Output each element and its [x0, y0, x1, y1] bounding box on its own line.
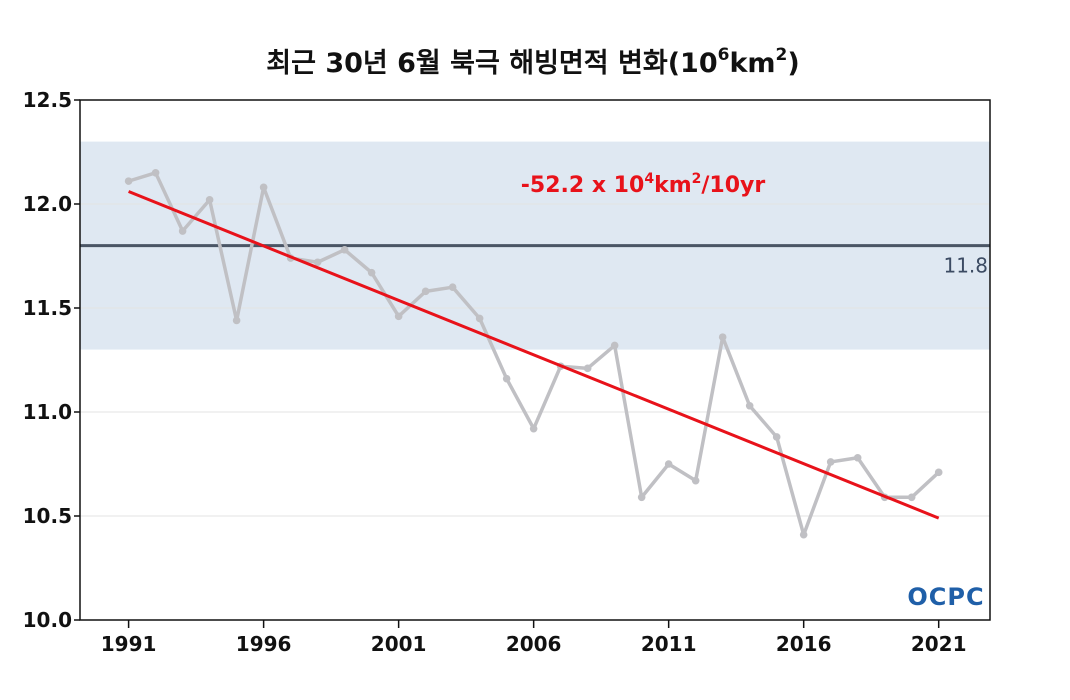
trend-line	[128, 190, 940, 520]
y-axis: 10.0 10.5 11.0 11.5 12.0 12.5	[23, 88, 80, 632]
data-point	[205, 196, 214, 204]
data-point	[178, 227, 187, 235]
y-tick-label: 11.5	[23, 296, 72, 320]
x-tick-label: 1996	[236, 632, 292, 656]
data-point	[907, 493, 916, 502]
data-point	[826, 458, 835, 466]
data-point	[475, 314, 484, 323]
x-tick-label: 2011	[641, 632, 697, 656]
x-tick-label: 1991	[101, 632, 157, 656]
data-point	[772, 433, 781, 441]
data-point	[745, 401, 754, 410]
data-point	[637, 493, 646, 502]
data-point	[421, 287, 430, 296]
data-point	[313, 258, 322, 267]
data-point	[259, 183, 268, 192]
data-point	[502, 374, 511, 383]
y-tick-label: 12.0	[23, 192, 72, 216]
ocpc-logo: OCPC	[907, 583, 984, 611]
x-tick-label: 2021	[911, 632, 967, 656]
data-point	[610, 341, 619, 350]
data-point	[799, 530, 808, 539]
x-tick-label: 2006	[506, 632, 562, 656]
y-tick-label: 10.0	[23, 608, 72, 632]
trend-label: -52.2 x 104km2/10yr	[521, 171, 766, 198]
data-point	[529, 424, 538, 433]
data-point	[664, 460, 673, 468]
x-axis: 1991 1996 2001 2006 2011 2016 2021	[101, 620, 967, 656]
x-tick-label: 2001	[371, 632, 427, 656]
data-point	[394, 312, 403, 321]
data-point	[718, 333, 727, 341]
data-point	[340, 245, 349, 254]
data-point	[448, 283, 457, 292]
data-point	[691, 476, 700, 485]
data-point	[232, 316, 241, 325]
y-tick-label: 10.5	[23, 504, 72, 528]
data-point	[583, 364, 592, 373]
data-point	[124, 177, 133, 185]
data-point	[367, 268, 376, 277]
plot-frame	[79, 99, 991, 621]
grid-lines	[80, 203, 990, 517]
x-tick-label: 2016	[776, 632, 832, 656]
series-group	[124, 169, 943, 539]
ocpc-logo-text: OCPC	[907, 583, 984, 611]
y-tick-label: 11.0	[23, 400, 72, 424]
y-tick-label: 12.5	[23, 88, 72, 112]
data-point	[151, 169, 160, 177]
mean-label: 11.8	[943, 254, 988, 278]
data-point	[853, 453, 862, 462]
chart-title: 최근 30년 6월 북극 해빙면적 변화(106km2)	[266, 45, 799, 79]
data-point	[934, 468, 943, 477]
